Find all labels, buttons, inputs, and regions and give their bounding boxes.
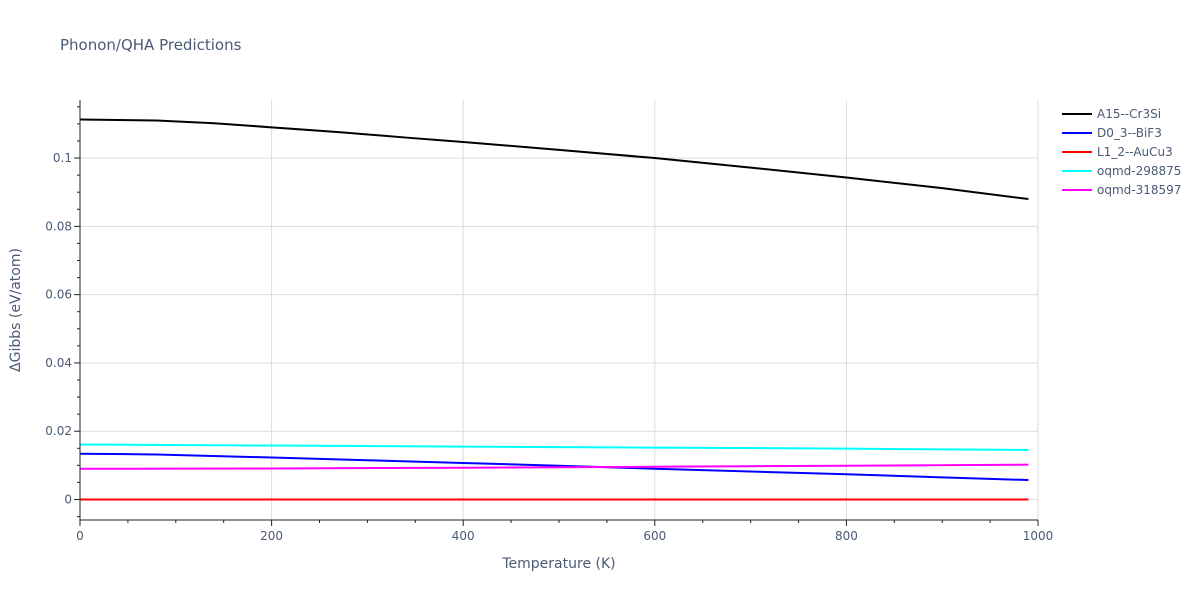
legend-label: D0_3--BiF3 — [1097, 126, 1162, 140]
series-line-D0_3--BiF3 — [79, 452, 1029, 482]
y-tick-label: 0.02 — [45, 424, 72, 438]
x-tick-label: 400 — [452, 529, 475, 543]
x-axis-title: Temperature (K) — [501, 556, 615, 572]
y-tick-label: 0.1 — [53, 151, 72, 165]
legend-label: oqmd-298875 — [1097, 164, 1181, 178]
series-layer — [79, 118, 1029, 501]
series-line-A15--Cr3Si — [79, 118, 1029, 201]
x-tick-label: 800 — [835, 529, 858, 543]
y-tick-label: 0 — [64, 493, 72, 507]
y-axis-title: ΔGibbs (eV/atom) — [8, 248, 24, 372]
legend-item[interactable]: oqmd-318597 — [1062, 183, 1181, 197]
x-tick-label: 600 — [643, 529, 666, 543]
x-tick-label: 0 — [76, 529, 84, 543]
series-line-oqmd-298875 — [79, 443, 1029, 451]
legend: A15--Cr3Si D0_3--BiF3 L1_2--AuCu3 oqmd-2988… — [1062, 107, 1181, 197]
legend-item[interactable]: A15--Cr3Si — [1062, 107, 1161, 121]
y-tick-label: 0.04 — [45, 356, 72, 370]
y-tick-label: 0.08 — [45, 219, 72, 233]
legend-label: A15--Cr3Si — [1097, 107, 1161, 121]
legend-item[interactable]: L1_2--AuCu3 — [1062, 145, 1173, 159]
legend-label: oqmd-318597 — [1097, 183, 1181, 197]
y-tick-label: 0.06 — [45, 288, 72, 302]
legend-item[interactable]: D0_3--BiF3 — [1062, 126, 1162, 140]
x-tick-label: 200 — [260, 529, 283, 543]
legend-item[interactable]: oqmd-298875 — [1062, 164, 1181, 178]
x-tick-label: 1000 — [1023, 529, 1054, 543]
axes: 0 200 400 600 800 1000 0 0.02 0.04 0.06 0.08 0.1 — [45, 100, 1053, 543]
series-line-oqmd-318597 — [79, 463, 1029, 470]
chart-title: Phonon/QHA Predictions — [60, 36, 242, 54]
legend-label: L1_2--AuCu3 — [1097, 145, 1173, 159]
